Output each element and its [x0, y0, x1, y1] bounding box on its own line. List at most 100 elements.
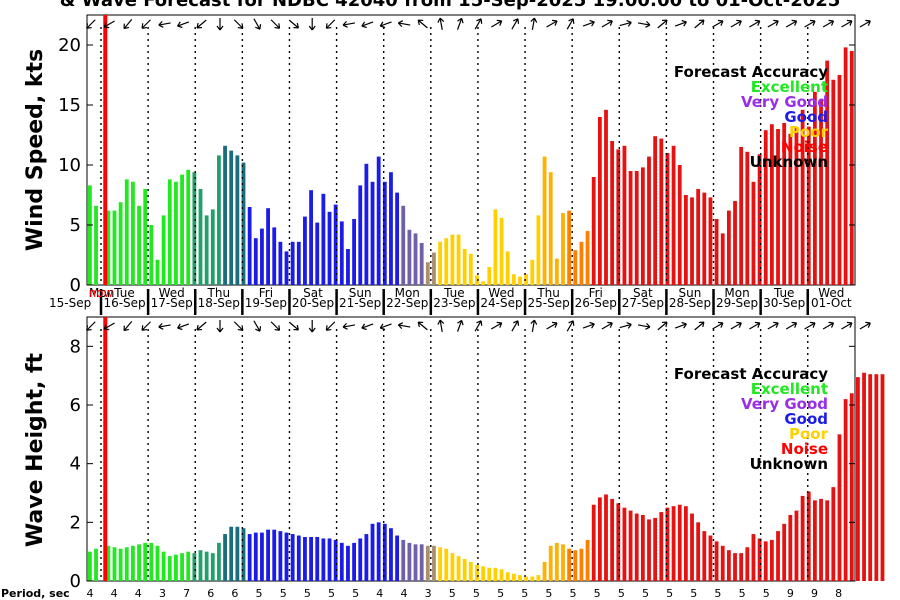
legend-title: Forecast Accuracy: [674, 365, 828, 383]
bar: [198, 189, 203, 285]
wind-bars: [88, 15, 854, 286]
bar: [831, 487, 836, 581]
direction-arrow: [288, 19, 299, 29]
y-tick-label: 10: [58, 155, 81, 176]
bar: [266, 208, 270, 285]
direction-arrow: [177, 21, 190, 29]
bar: [346, 249, 350, 285]
direction-arrow: [456, 319, 464, 332]
period-label: 5: [642, 587, 649, 600]
day-date-label: 01-Oct: [811, 296, 852, 310]
direction-arrow: [694, 19, 705, 29]
bar: [610, 498, 615, 581]
bar: [419, 243, 424, 285]
bar: [751, 181, 756, 285]
direction-arrow: [530, 17, 538, 31]
bar: [733, 553, 737, 581]
direction-arrow: [141, 19, 151, 29]
bar: [253, 532, 258, 581]
day-name-label: Thu: [536, 286, 560, 300]
day-date-label: 22-Sep: [386, 296, 428, 310]
bar: [253, 238, 258, 285]
bar: [616, 503, 621, 581]
period-label: 4: [400, 587, 407, 600]
day-date-label: 29-Sep: [716, 296, 758, 310]
direction-arrow: [804, 19, 816, 28]
bar: [518, 276, 522, 285]
bar: [511, 573, 516, 581]
legend-item: Noise: [781, 440, 828, 458]
period-label: 7: [183, 587, 190, 600]
bar: [118, 202, 123, 285]
bar: [597, 117, 602, 285]
bar: [149, 542, 154, 581]
bar: [315, 222, 320, 285]
period-label: 3: [425, 587, 432, 600]
bar: [462, 249, 467, 285]
direction-arrow: [749, 19, 761, 28]
day-name-label: Tue: [113, 286, 135, 300]
direction-arrow: [123, 19, 133, 30]
direction-arrow: [417, 321, 428, 331]
period-label: 3: [159, 587, 166, 600]
period-label: 5: [328, 587, 335, 600]
bar: [702, 192, 707, 285]
direction-arrow: [86, 321, 96, 331]
bar: [708, 535, 713, 581]
bar: [481, 566, 486, 581]
bar: [272, 529, 277, 581]
wave-gridlines: [100, 329, 809, 581]
day-date-label: 17-Sep: [151, 296, 193, 310]
bar: [143, 542, 148, 581]
day-name-label: Wed: [488, 286, 514, 300]
bar: [499, 569, 504, 581]
bar: [339, 221, 344, 285]
period-label: 5: [280, 587, 287, 600]
bar: [358, 185, 363, 285]
bar: [88, 185, 92, 285]
bar: [665, 153, 670, 285]
direction-arrow: [804, 321, 816, 330]
direction-arrow: [325, 19, 336, 29]
bar: [708, 197, 713, 285]
bar: [278, 241, 283, 285]
bar: [235, 526, 240, 581]
bar: [745, 151, 750, 285]
bar: [825, 500, 830, 581]
y-tick-label: 20: [58, 35, 81, 56]
bar: [622, 507, 627, 581]
bar: [640, 167, 645, 285]
bar: [856, 377, 860, 581]
day-name-label: Tue: [443, 286, 465, 300]
bar: [376, 156, 381, 285]
direction-arrow: [601, 321, 613, 330]
bar: [296, 241, 301, 285]
y-tick-label: 0: [70, 571, 81, 592]
direction-arrow: [841, 321, 853, 330]
period-label: 5: [594, 587, 601, 600]
bar: [604, 109, 608, 285]
bar: [769, 539, 774, 581]
day-name-label: Sat: [303, 286, 323, 300]
bar: [161, 215, 166, 285]
wave-panel: 0 2 4 6 8 Wave Height, ft Forecast AccuracyE…: [23, 316, 885, 592]
bar: [395, 535, 400, 581]
bar: [327, 538, 332, 581]
day-date-label: 26-Sep: [575, 296, 617, 310]
bar: [726, 550, 731, 581]
direction-arrow: [379, 323, 392, 331]
bar: [659, 512, 664, 581]
bar: [352, 542, 356, 581]
bar: [137, 205, 141, 285]
direction-arrow: [619, 322, 632, 329]
direction-arrow: [785, 321, 798, 330]
bar: [364, 163, 369, 285]
bar: [757, 538, 762, 581]
bar: [382, 181, 387, 285]
period-label: 5: [714, 587, 721, 600]
bar: [567, 548, 572, 581]
direction-arrow: [253, 18, 262, 30]
bar: [167, 179, 172, 285]
period-label: 5: [618, 587, 625, 600]
direction-arrow: [288, 321, 299, 331]
